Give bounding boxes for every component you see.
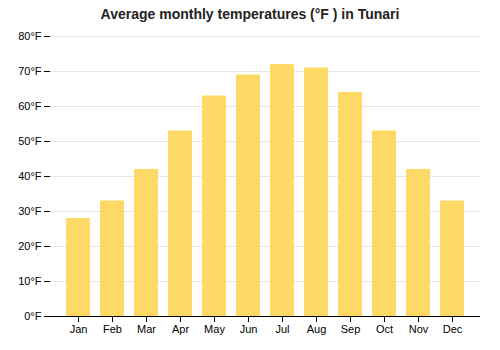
- svg-text:Oct: Oct: [376, 323, 393, 335]
- svg-text:20°F: 20°F: [18, 240, 42, 252]
- svg-text:Jul: Jul: [275, 323, 289, 335]
- svg-text:80°F: 80°F: [18, 30, 42, 42]
- svg-text:Nov: Nov: [409, 323, 429, 335]
- svg-text:60°F: 60°F: [18, 100, 42, 112]
- svg-text:Jan: Jan: [70, 323, 88, 335]
- svg-text:Mar: Mar: [137, 323, 156, 335]
- svg-text:30°F: 30°F: [18, 205, 42, 217]
- html-text:Average monthly temperatures (: Average monthly temperatures (°F ) in Tu…: [100, 6, 400, 22]
- svg-text:Sep: Sep: [341, 323, 361, 335]
- svg-text:50°F: 50°F: [18, 135, 42, 147]
- svg-text:May: May: [204, 323, 225, 335]
- svg-text:0°F: 0°F: [24, 310, 42, 322]
- svg-text:Feb: Feb: [103, 323, 122, 335]
- svg-text:10°F: 10°F: [18, 275, 42, 287]
- svg-text:Aug: Aug: [307, 323, 327, 335]
- svg-text:Jun: Jun: [240, 323, 258, 335]
- svg-text:70°F: 70°F: [18, 65, 42, 77]
- svg-text:40°F: 40°F: [18, 170, 42, 182]
- svg-text:Dec: Dec: [443, 323, 463, 335]
- svg-text:Apr: Apr: [172, 323, 189, 335]
